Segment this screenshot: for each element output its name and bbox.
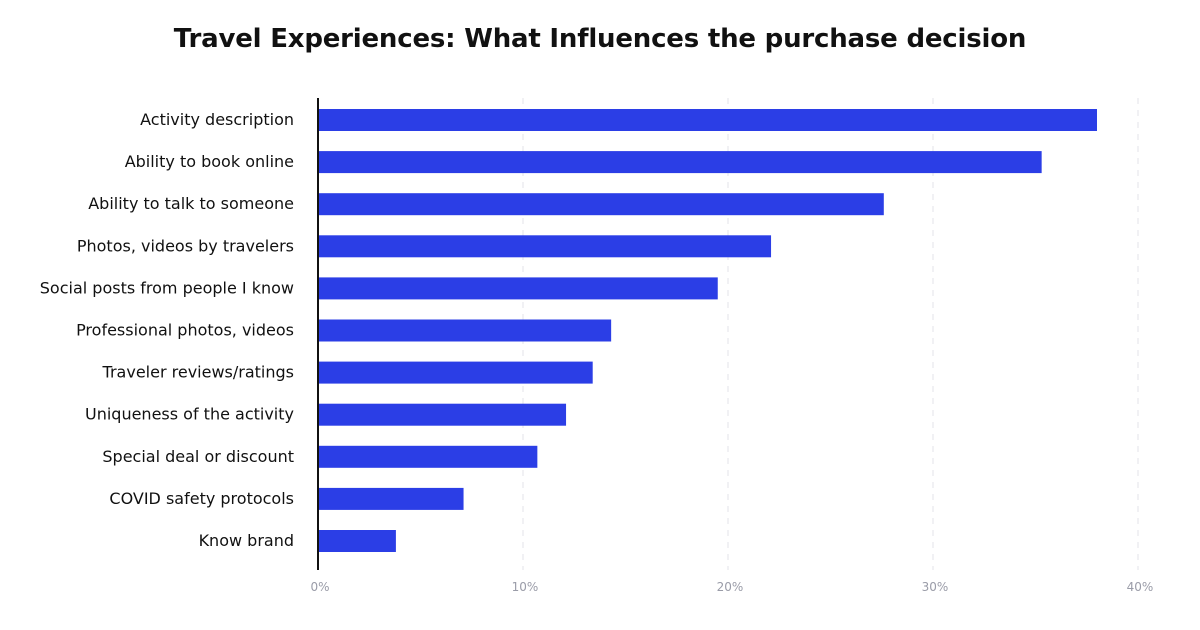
category-label: Special deal or discount [102, 447, 294, 466]
bar [318, 235, 772, 258]
bar [318, 403, 567, 426]
category-label: Professional photos, videos [76, 321, 294, 340]
bar [318, 277, 718, 300]
category-label: Photos, videos by travelers [77, 236, 294, 255]
category-label: Ability to talk to someone [88, 194, 294, 213]
bar [318, 193, 884, 216]
category-label: COVID safety protocols [109, 489, 294, 508]
bars [318, 109, 1097, 552]
bar [318, 361, 593, 384]
bar [318, 445, 538, 468]
bar [318, 319, 612, 342]
x-tick-labels: 0% 10% 20% 30% 40% [310, 580, 1153, 594]
bar [318, 151, 1042, 174]
x-tick-label: 30% [922, 580, 949, 594]
category-label: Know brand [199, 531, 294, 550]
x-tick-label: 40% [1127, 580, 1154, 594]
chart-title: Travel Experiences: What Influences the … [173, 24, 1027, 54]
bar [318, 530, 396, 552]
category-label: Uniqueness of the activity [85, 405, 294, 424]
bar [318, 109, 1097, 131]
category-label: Traveler reviews/ratings [102, 363, 294, 382]
x-tick-label: 0% [310, 580, 329, 594]
category-label: Ability to book online [125, 152, 294, 171]
category-label: Activity description [140, 110, 294, 129]
x-tick-label: 10% [512, 580, 539, 594]
x-tick-label: 20% [717, 580, 744, 594]
bar [318, 487, 464, 510]
category-labels: Activity description Ability to book onli… [40, 110, 294, 550]
category-label: Social posts from people I know [40, 278, 294, 297]
